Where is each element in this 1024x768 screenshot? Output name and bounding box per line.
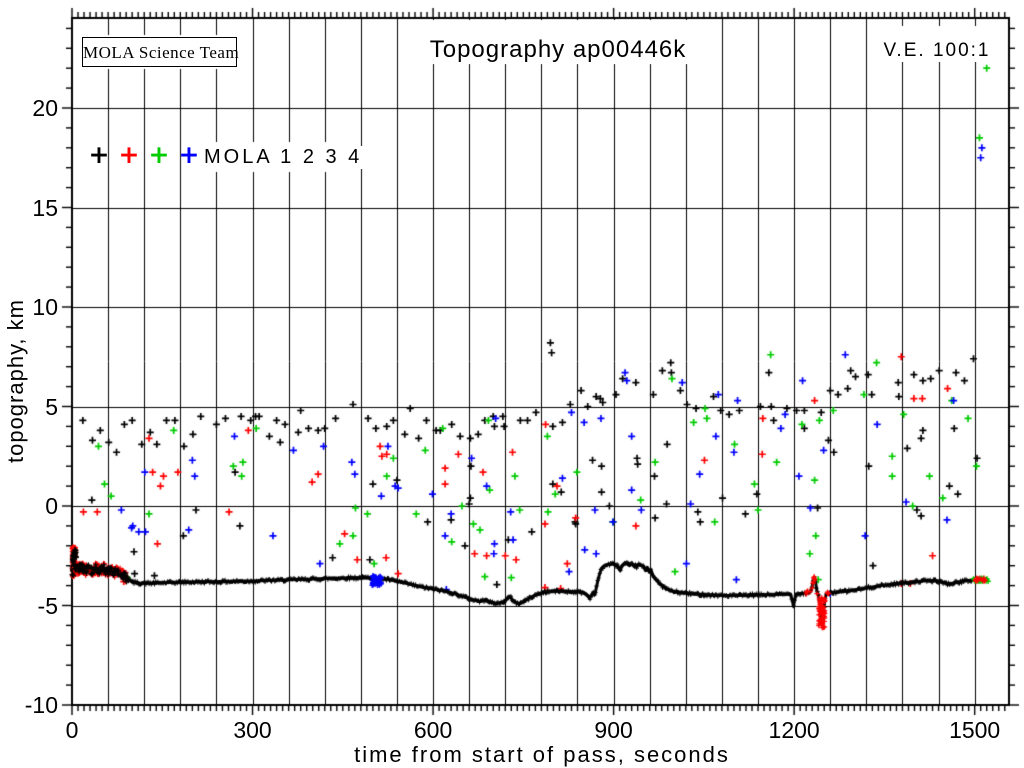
- vertical-exaggeration-label: V.E. 100:1: [872, 40, 1002, 62]
- y-tick-label: -10: [24, 692, 58, 718]
- y-tick-label: 5: [45, 393, 58, 420]
- y-tick-label: 20: [32, 95, 58, 121]
- legend-marker-mola4: +: [178, 140, 200, 169]
- x-tick-label: 1200: [768, 717, 820, 743]
- y-tick-label: 10: [32, 294, 58, 320]
- x-tick-label: 300: [233, 717, 272, 743]
- y-tick-label: 0: [45, 493, 58, 519]
- legend-marker-mola1: +: [88, 140, 110, 169]
- x-tick-label: 900: [594, 717, 633, 743]
- credit-box: MOLA Science Team: [82, 37, 239, 67]
- x-axis-title: time from start of pass, seconds: [354, 742, 730, 767]
- x-tick-label: 600: [413, 717, 453, 743]
- x-tick-label: 1500: [949, 717, 1001, 743]
- x-tick-label: 0: [65, 717, 79, 743]
- plot-title: Topography ap00446k: [402, 36, 714, 64]
- legend-marker-mola2: +: [118, 140, 140, 169]
- legend-label: MOLA 1 2 3 4: [200, 146, 367, 169]
- y-tick-label: 15: [32, 194, 58, 221]
- legend-marker-mola3: +: [148, 140, 170, 169]
- y-tick-label: -5: [37, 592, 58, 619]
